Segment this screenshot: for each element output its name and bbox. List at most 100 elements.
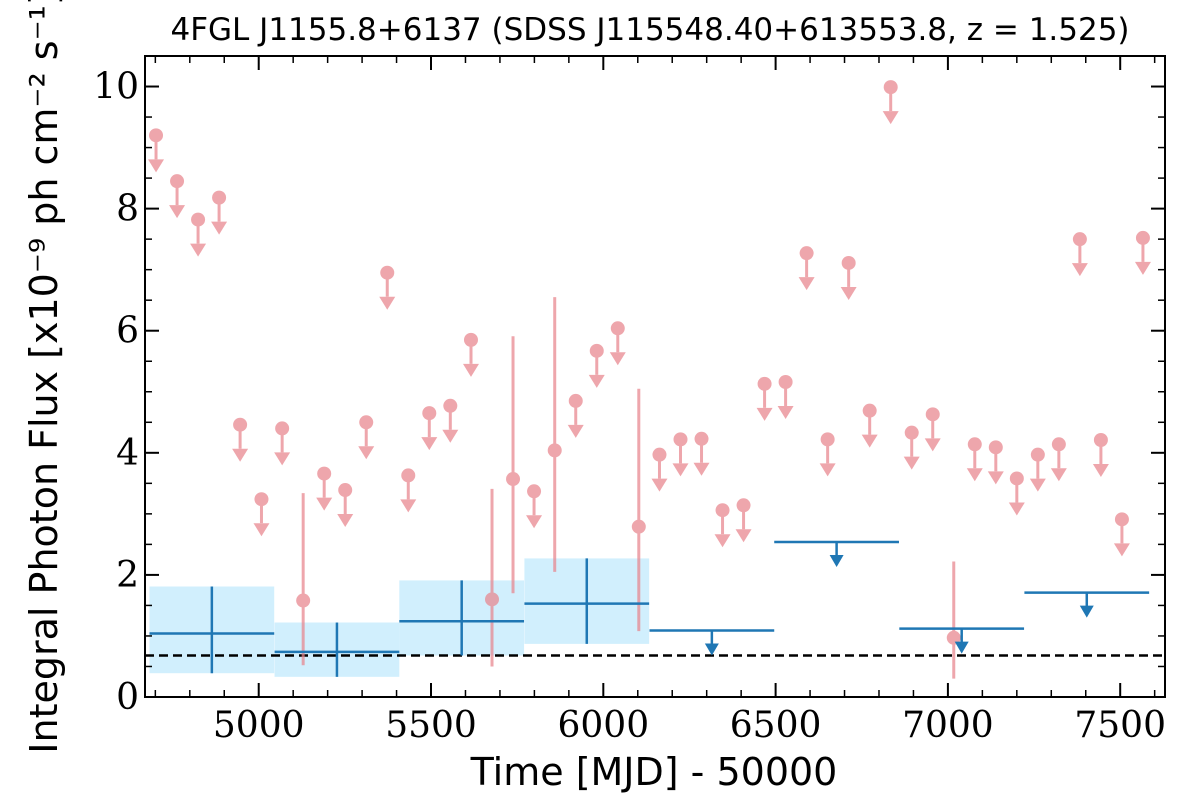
detection-marker xyxy=(296,593,311,608)
upper-limit-marker xyxy=(925,407,940,422)
upper-limit-arrowhead xyxy=(169,205,186,219)
short-bin-upper-limit xyxy=(903,425,920,470)
y-tick-label: 10 xyxy=(93,67,139,108)
plot-frame xyxy=(144,55,1166,698)
upper-limit-marker xyxy=(380,265,395,280)
upper-limit-marker xyxy=(568,393,583,408)
upper-limit-marker xyxy=(275,421,290,436)
upper-limit-arrowhead xyxy=(358,446,375,460)
upper-limit-arrowhead xyxy=(148,159,165,173)
x-axis-label: Time [MJD] - 50000 xyxy=(470,750,838,794)
upper-limit-arrowhead xyxy=(462,363,479,377)
upper-limit-arrowhead xyxy=(819,463,836,477)
upper-limit-arrowhead xyxy=(1050,468,1067,482)
upper-limit-marker xyxy=(967,437,982,452)
upper-limit-marker xyxy=(338,483,353,498)
upper-limit-arrowhead xyxy=(253,523,270,537)
short-bin-upper-limit xyxy=(672,432,689,477)
short-bin-upper-limit xyxy=(232,417,249,462)
short-bin-upper-limit xyxy=(148,128,165,173)
upper-limit-arrowhead xyxy=(567,424,584,438)
short-bin-upper-limit xyxy=(442,398,459,443)
short-bin-upper-limit xyxy=(861,403,878,448)
upper-limit-marker xyxy=(401,468,416,483)
x-tick-label: 6000 xyxy=(557,705,649,746)
short-bin-upper-limit xyxy=(190,212,207,257)
upper-limit-arrowhead xyxy=(924,438,941,452)
upper-limit-arrowhead xyxy=(190,243,207,257)
upper-limit-marker xyxy=(1051,437,1066,452)
upper-limit-marker xyxy=(359,415,374,430)
upper-limit-marker xyxy=(883,80,898,95)
x-tick-label: 7000 xyxy=(902,705,994,746)
upper-limit-marker xyxy=(254,492,269,507)
upper-limit-marker xyxy=(443,398,458,413)
short-bin-upper-limit xyxy=(358,415,375,460)
upper-limit-marker xyxy=(988,440,1003,455)
short-bin-upper-limit xyxy=(1134,230,1151,275)
short-bin-upper-limit xyxy=(1113,512,1130,557)
short-bin-upper-limit xyxy=(693,431,710,476)
upper-limit-arrowhead xyxy=(1092,463,1109,477)
short-bin-upper-limit xyxy=(840,255,857,300)
y-tick-label: 4 xyxy=(116,433,139,474)
short-bin-upper-limit xyxy=(735,498,752,543)
detection-marker xyxy=(506,472,521,487)
short-bin-detection xyxy=(506,336,521,594)
short-bin-upper-limit xyxy=(1050,437,1067,482)
short-bin-upper-limit xyxy=(274,421,291,466)
upper-limit-arrowhead xyxy=(442,429,459,443)
short-bin-upper-limit xyxy=(462,332,479,377)
upper-limit-arrowhead xyxy=(882,111,899,125)
short-bin-upper-limit xyxy=(777,374,794,419)
upper-limit-marker xyxy=(736,498,751,513)
upper-limit-arrowhead xyxy=(1113,543,1130,557)
long-bin-limit-arrowhead xyxy=(829,554,844,567)
upper-limit-marker xyxy=(1135,230,1150,245)
short-bin-upper-limit xyxy=(609,321,626,366)
short-bin-upper-limit xyxy=(567,393,584,438)
upper-limit-arrowhead xyxy=(714,534,731,548)
long-bin-limit-arrowhead xyxy=(954,641,969,654)
upper-limit-marker xyxy=(715,503,730,518)
upper-limit-arrowhead xyxy=(211,221,228,235)
detection-marker xyxy=(946,630,961,645)
long-bin-detection xyxy=(149,586,275,674)
short-bin-upper-limit xyxy=(882,80,899,125)
y-axis-label: Integral Photon Flux [x10⁻⁹ ph cm⁻² s⁻¹] xyxy=(22,0,66,754)
short-bin-upper-limit xyxy=(1092,432,1109,477)
upper-limit-marker xyxy=(233,417,248,432)
long-bin-upper-limit xyxy=(1024,591,1150,618)
detection-marker xyxy=(547,443,562,458)
short-bin-upper-limit xyxy=(253,492,270,537)
upper-limit-marker xyxy=(463,332,478,347)
x-tick-label: 6500 xyxy=(730,705,822,746)
short-bin-detection xyxy=(296,493,311,666)
long-bin-upper-limit xyxy=(774,540,899,567)
short-bin-upper-limit xyxy=(526,484,543,529)
upper-limit-arrowhead xyxy=(840,286,857,300)
upper-limit-arrowhead xyxy=(1134,261,1151,275)
upper-limit-arrowhead xyxy=(651,478,668,492)
long-bin-limit-arrowhead xyxy=(1079,605,1094,618)
upper-limit-marker xyxy=(527,484,542,499)
upper-limit-marker xyxy=(589,343,604,358)
upper-limit-marker xyxy=(799,246,814,261)
upper-limit-marker xyxy=(610,321,625,336)
upper-limit-arrowhead xyxy=(337,514,354,528)
upper-limit-arrowhead xyxy=(1008,502,1025,516)
detection-marker xyxy=(631,519,646,534)
upper-limit-arrowhead xyxy=(672,463,689,477)
x-tick-label: 5500 xyxy=(385,705,477,746)
upper-limit-marker xyxy=(1093,432,1108,447)
short-bin-upper-limit xyxy=(756,376,773,421)
upper-limit-arrowhead xyxy=(609,352,626,366)
short-bin-upper-limit xyxy=(714,503,731,548)
short-bin-upper-limit xyxy=(924,407,941,452)
upper-limit-marker xyxy=(841,255,856,270)
short-bin-upper-limit xyxy=(169,174,186,219)
upper-limit-arrowhead xyxy=(735,529,752,543)
upper-limit-arrowhead xyxy=(798,277,815,291)
upper-limit-marker xyxy=(1030,447,1045,462)
